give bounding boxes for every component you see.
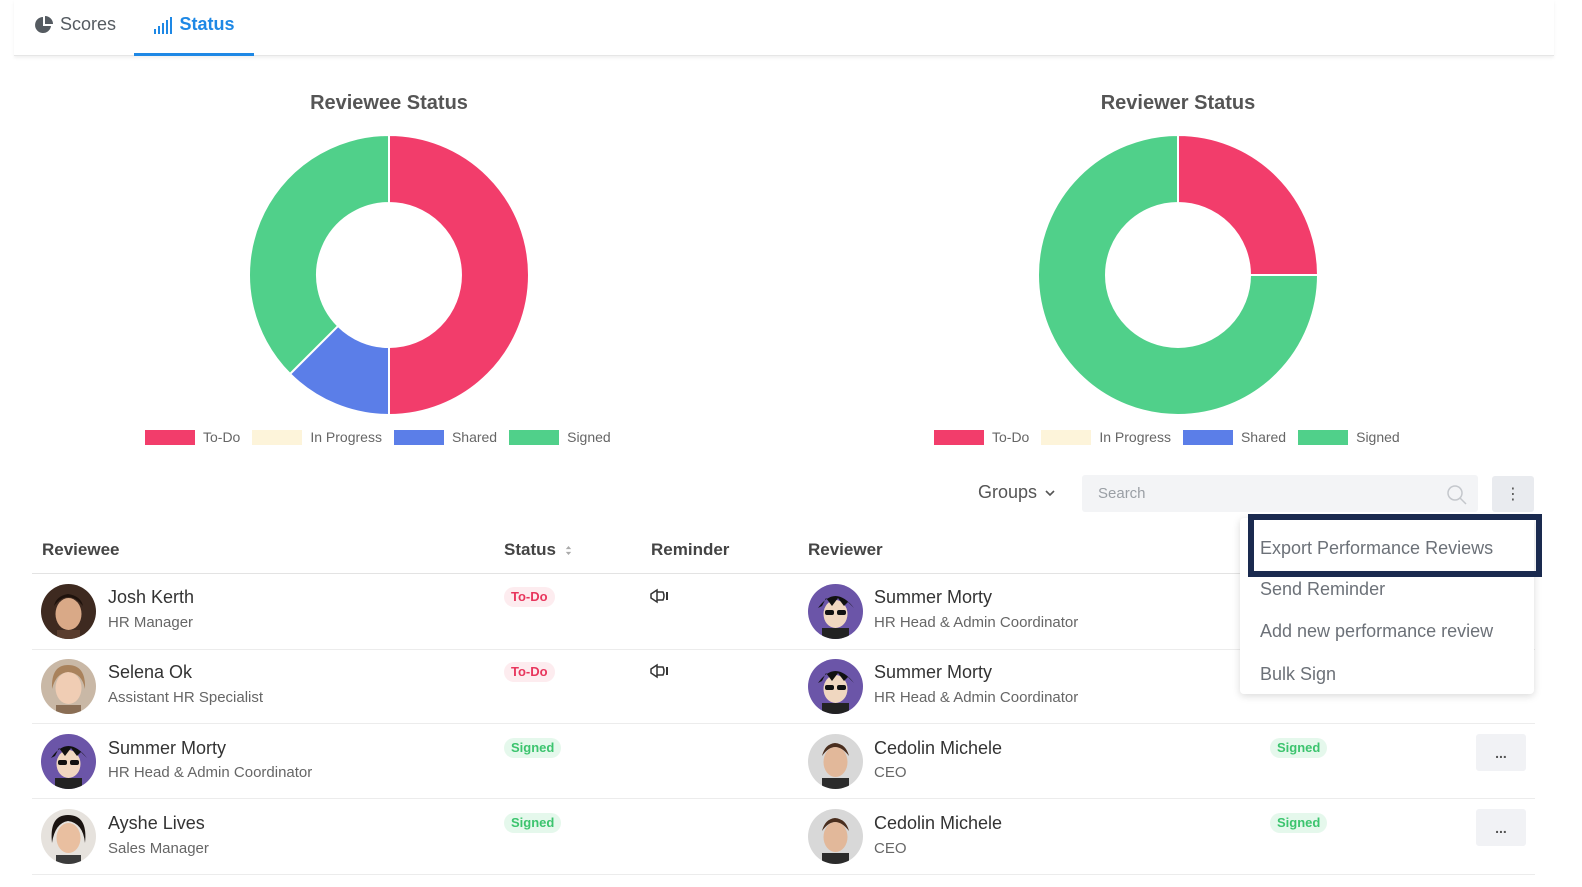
reviewer-role: HR Head & Admin Coordinator: [874, 689, 1079, 706]
reviewer-role: HR Head & Admin Coordinator: [874, 614, 1079, 631]
header-reminder: Reminder: [651, 540, 730, 559]
legend-label-shared[interactable]: Shared: [1240, 429, 1287, 445]
legend-swatch-in-progress[interactable]: [252, 429, 303, 445]
tab-scores-label: Scores: [60, 14, 117, 34]
reviewee-role: HR Manager: [108, 614, 194, 631]
legend-label-signed[interactable]: Signed: [567, 429, 611, 445]
reviewer-status-title: Reviewer Status: [1100, 92, 1256, 114]
legend-swatch-shared[interactable]: [393, 429, 444, 445]
slice-signed[interactable]: [248, 133, 390, 376]
menu-export-performance-reviews[interactable]: Export Performance Reviews: [1260, 538, 1494, 558]
reminder-bell-icon[interactable]: [649, 587, 671, 605]
status-badge: Signed: [504, 738, 562, 758]
status-badge: Signed: [504, 813, 562, 833]
more-options-button[interactable]: ⋮: [1492, 476, 1534, 512]
tab-status-label: Status: [179, 14, 235, 34]
reviewee-name[interactable]: Ayshe Lives: [108, 813, 205, 833]
legend-swatch-in-progress[interactable]: [1041, 429, 1092, 445]
groups-dropdown[interactable]: Groups: [978, 482, 1055, 503]
slice-to-do[interactable]: [388, 133, 530, 417]
header-reviewer: Reviewer: [808, 540, 883, 559]
reviewer-status-donut: [1037, 133, 1320, 416]
header-reviewee[interactable]: Reviewee: [42, 540, 120, 559]
reviewer-status-badge: Signed: [1270, 813, 1328, 833]
options-menu: Export Performance Reviews Send Reminder…: [1240, 518, 1534, 694]
reviewer-name[interactable]: Summer Morty: [874, 587, 993, 607]
legend-label-in-progress[interactable]: In Progress: [310, 429, 382, 445]
header-status-label: Status: [504, 540, 556, 559]
menu-send-reminder[interactable]: Send Reminder: [1260, 579, 1386, 599]
search-input[interactable]: [1082, 475, 1432, 512]
reviewer-status-legend: To-Do In Progress Shared Signed: [934, 427, 1412, 447]
reviewee-role: Assistant HR Specialist: [108, 689, 264, 706]
reviewer-name[interactable]: Cedolin Michele: [874, 738, 1003, 758]
reviewee-status-legend: To-Do In Progress Shared Signed: [145, 427, 623, 447]
header-divider: [32, 573, 1535, 574]
avatar: [41, 659, 96, 714]
tab-bar: Scores Status: [14, 0, 1554, 56]
legend-swatch-shared[interactable]: [1182, 429, 1233, 445]
row-actions-button[interactable]: ...: [1476, 809, 1526, 846]
row-divider: [32, 798, 1535, 799]
reviewee-role: HR Head & Admin Coordinator: [108, 764, 313, 781]
avatar: [41, 809, 96, 864]
reviewer-role: CEO: [874, 840, 907, 857]
avatar: [808, 809, 863, 864]
menu-bulk-sign[interactable]: Bulk Sign: [1260, 664, 1337, 684]
search-icon[interactable]: [1446, 484, 1468, 506]
groups-label: Groups: [978, 482, 1038, 502]
legend-label-to-do[interactable]: To-Do: [203, 429, 241, 445]
legend-swatch-to-do[interactable]: [934, 429, 984, 445]
legend-label-signed[interactable]: Signed: [1356, 429, 1400, 445]
avatar: [41, 584, 96, 639]
legend-label-to-do[interactable]: To-Do: [992, 429, 1030, 445]
menu-add-new-performance-review[interactable]: Add new performance review: [1260, 621, 1494, 641]
reviewer-name[interactable]: Summer Morty: [874, 662, 993, 682]
legend-swatch-to-do[interactable]: [145, 429, 195, 445]
sort-icon[interactable]: [564, 545, 573, 556]
pie-chart-icon: [35, 16, 53, 33]
avatar: [808, 584, 863, 639]
legend-swatch-signed[interactable]: [509, 429, 560, 445]
chevron-down-icon: [1045, 489, 1055, 496]
status-badge: To-Do: [504, 662, 555, 682]
header-status[interactable]: Status: [504, 540, 573, 560]
avatar: [41, 734, 96, 789]
tab-scores[interactable]: Scores: [34, 14, 116, 56]
reviewee-status-title: Reviewee Status: [310, 92, 468, 114]
reviewer-status-badge: Signed: [1270, 738, 1328, 758]
row-divider: [32, 723, 1535, 724]
tab-status[interactable]: Status: [134, 14, 254, 56]
legend-label-in-progress[interactable]: In Progress: [1099, 429, 1171, 445]
legend-swatch-signed[interactable]: [1298, 429, 1349, 445]
row-actions-button[interactable]: ...: [1476, 734, 1526, 771]
row-divider: [32, 649, 1535, 650]
reviewee-name[interactable]: Josh Kerth: [108, 587, 195, 607]
reviewee-status-donut: [248, 133, 530, 417]
reviewer-role: CEO: [874, 764, 907, 781]
reviewee-name[interactable]: Summer Morty: [108, 738, 227, 758]
avatar: [808, 734, 863, 789]
signal-bars-icon: [154, 17, 173, 34]
reviewee-name[interactable]: Selena Ok: [108, 662, 193, 682]
reviewer-name[interactable]: Cedolin Michele: [874, 813, 1003, 833]
row-divider: [32, 874, 1535, 875]
legend-label-shared[interactable]: Shared: [451, 429, 498, 445]
search-box: [1082, 475, 1478, 512]
slice-signed[interactable]: [1037, 133, 1320, 416]
status-badge: To-Do: [504, 587, 555, 607]
reviewee-role: Sales Manager: [108, 840, 209, 857]
avatar: [808, 659, 863, 714]
highlight-box: [1248, 514, 1542, 577]
slice-to-do[interactable]: [1177, 133, 1320, 276]
reminder-bell-icon[interactable]: [649, 662, 671, 680]
